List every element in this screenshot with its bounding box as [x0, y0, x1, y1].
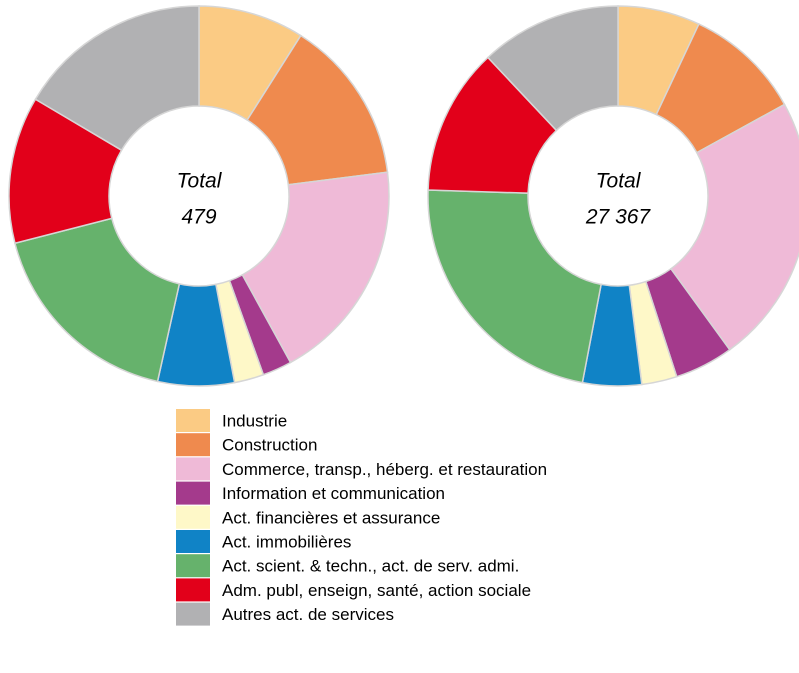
legend-label: Act. financières et assurance [222, 508, 440, 527]
legend-label: Act. scient. & techn., act. de serv. adm… [222, 557, 519, 576]
legend-swatch [176, 554, 210, 578]
legend-swatch [176, 602, 210, 626]
legend-swatch [176, 530, 210, 553]
legend-label: Act. immobilières [222, 532, 351, 551]
legend-label: Adm. publ, enseign, santé, action social… [222, 581, 531, 600]
donut-segment [14, 217, 181, 383]
center-value: 27 367 [585, 206, 652, 229]
donut-segment [486, 5, 619, 132]
center-label: Total [596, 170, 642, 193]
legend-label: Autres act. de services [222, 605, 394, 624]
legend-swatch [176, 433, 210, 457]
legend-swatch [176, 578, 210, 602]
legend-label: Industrie [222, 411, 287, 430]
donut-segment [427, 189, 603, 384]
donut-segment [34, 5, 200, 152]
donut-segment [241, 171, 390, 364]
center-value: 479 [181, 206, 216, 229]
legend-label: Commerce, transp., héberg. et restaurati… [222, 460, 547, 479]
legend-label: Information et communication [222, 484, 445, 503]
legend-swatch [176, 457, 210, 481]
donut-segment [669, 103, 799, 351]
legend-swatch [176, 409, 210, 432]
legend-swatch [176, 505, 210, 529]
legend-label: Construction [222, 436, 317, 455]
legend-swatch [176, 481, 210, 505]
center-label: Total [177, 170, 223, 193]
